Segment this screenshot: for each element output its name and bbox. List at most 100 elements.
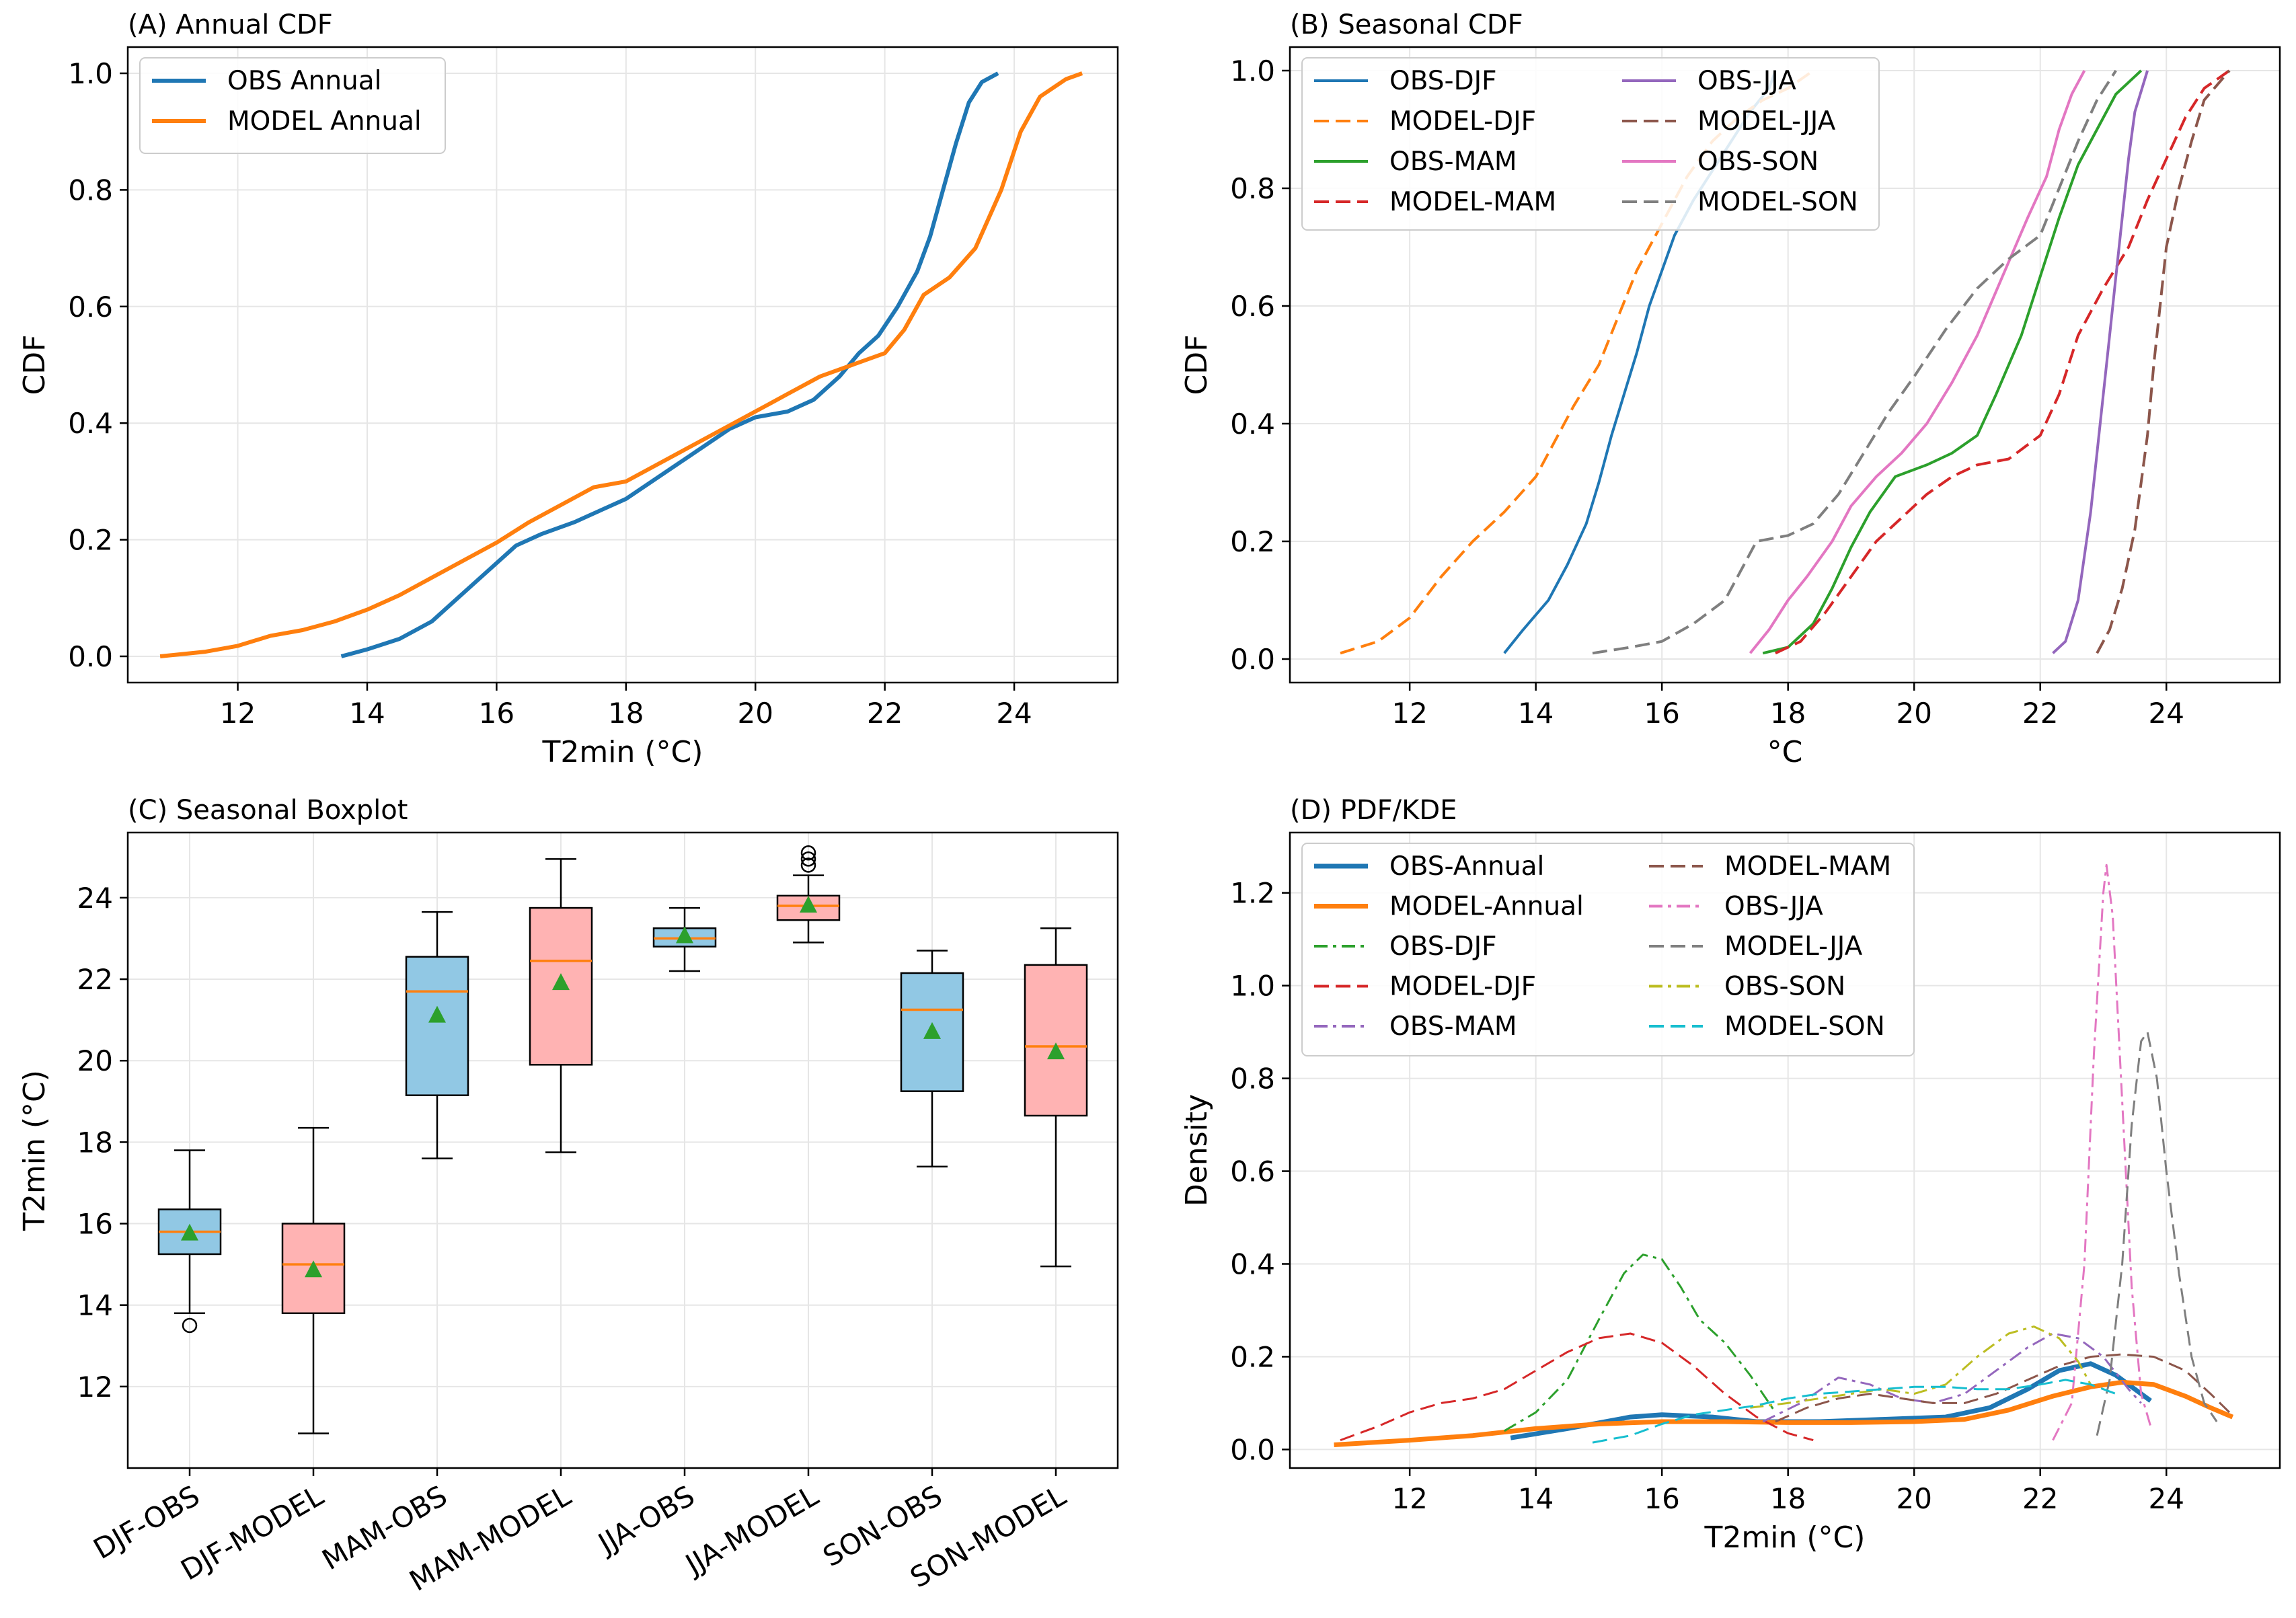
xtick-label: 22 [867,697,903,730]
xtick-label: 16 [479,697,514,730]
series-line-model-mam [1775,1353,2231,1423]
series-line-model-jja [2096,69,2231,654]
series-line-model-son [1592,1379,2116,1444]
ytick-label: 0.4 [1230,1247,1275,1280]
box-jja-obs [652,907,717,972]
ytick-label: 0.4 [68,407,113,440]
box-iqr [405,956,469,1096]
panel-D: 0.0 0.2 0.4 0.6 0.8 1.0 1.2 12 14 16 18 20 22 24 (D) P… [1180,795,2281,1555]
series-group [1334,863,2234,1447]
series-line-obs-jja [2052,863,2152,1441]
y-axis-label: CDF [1180,335,1214,395]
mean-marker [676,926,693,943]
mean-marker [923,1022,941,1039]
mean-marker [181,1223,198,1241]
series-line-model-djf [1340,1332,1814,1442]
ytick-label: 1.0 [68,57,113,90]
series-group [159,71,1083,658]
series-line-obs-jja [2052,70,2149,654]
box-mam-obs [405,911,469,1159]
axes-frame [1289,831,2281,1469]
legend-label: MODEL-JJA [1697,106,1836,137]
xtick-label: 22 [2022,697,2058,730]
legend-label: OBS-SON [1724,972,1845,1002]
xtick-label: 14 [349,697,385,730]
series-line-obs-djf [1504,1254,1777,1432]
outlier-point [800,845,816,861]
mean-marker [305,1260,322,1278]
mean-marker [552,973,570,991]
ytick-label: 0.8 [1230,1063,1275,1095]
legend-label: OBS-JJA [1724,892,1823,922]
series-line-obs-annual [1510,1361,2152,1440]
series-line-obs-son [1749,70,2086,654]
ytick-label: 0.0 [1230,643,1275,676]
ytick-label: 18 [77,1126,113,1159]
panel-title: (C) Seasonal Boxplot [128,795,408,826]
ytick-label: 0.0 [68,640,113,673]
legend-label: OBS-SON [1697,147,1819,177]
y-axis-label: T2min (°C) [17,1070,52,1231]
outlier-point [800,851,816,867]
ytick-label: 0.2 [1230,1340,1275,1373]
box-djf-obs [157,1149,222,1334]
xtick-label: 22 [2022,1482,2058,1515]
xtick-label: 24 [2149,1482,2184,1515]
mean-marker [800,896,817,913]
outlier-point [800,857,816,873]
panel-title: (A) Annual CDF [128,9,333,40]
legend-label: MODEL-MAM [1389,187,1556,217]
series-line-obs-mam [1762,69,2143,655]
legend-frame [1301,843,1915,1056]
ytick-label: 0.4 [1230,408,1275,440]
y-axis-label: CDF [17,335,52,395]
xtick-label: 20 [1896,1482,1931,1515]
legend-label: OBS-DJF [1389,931,1497,962]
series-line-model-djf [1340,69,1814,655]
panel-title: (D) PDF/KDE [1290,795,1457,826]
ytick-label: 16 [77,1208,113,1241]
ytick-label: 14 [77,1289,113,1322]
xtick-label: 24 [996,697,1032,730]
series-line-model-annual [1334,1379,2234,1447]
legend-label: MODEL Annual [227,106,422,137]
legend-label: MODEL-DJF [1389,106,1536,137]
legend-label: OBS-DJF [1389,66,1497,96]
ytick-label: 0.8 [1230,172,1275,205]
ytick-label: 1.2 [1230,877,1275,910]
legend-label: MODEL-MAM [1724,851,1891,882]
x-axis-label: T2min (°C) [542,735,703,769]
legend-label: OBS-MAM [1389,1011,1517,1042]
xtick-label: JJA-MODEL [679,1479,825,1582]
box-jja-model [776,845,841,943]
box-son-model [1024,927,1088,1268]
ytick-label: 20 [77,1044,113,1077]
xtick-label: 12 [1391,697,1427,730]
mean-marker [428,1005,446,1023]
legend-label: OBS-JJA [1697,66,1796,96]
xtick-label: 18 [1770,1482,1806,1515]
series-group [1340,69,2231,655]
ytick-label: 0.8 [68,174,113,206]
xtick-label: 16 [1644,1482,1679,1515]
legend-label: MODEL-JJA [1724,931,1863,962]
legend-label: MODEL-SON [1697,187,1858,217]
ytick-label: 22 [77,963,113,996]
outlier-point [182,1317,198,1334]
y-axis-label: Density [1180,1094,1214,1206]
ytick-label: 24 [77,882,113,915]
series-line-obs-mam [1762,1332,2142,1423]
xtick-label: 12 [220,697,256,730]
xtick-label: 18 [1770,697,1806,730]
xtick-label: 14 [1518,697,1554,730]
box-son-obs [900,950,964,1167]
box-iqr [1024,964,1088,1117]
axes-frame [126,46,1119,684]
legend-label: OBS-Annual [1389,851,1544,882]
x-axis-label: T2min (°C) [1704,1520,1866,1555]
xtick-label: 14 [1518,1482,1554,1515]
series-line-obs-annual [340,71,999,658]
series-line-model-jja [2096,1031,2218,1436]
panel-A: 0.0 0.2 0.4 0.6 0.8 1.0 12 14 16 18 20 22 24 (A) Annu… [17,9,1119,769]
